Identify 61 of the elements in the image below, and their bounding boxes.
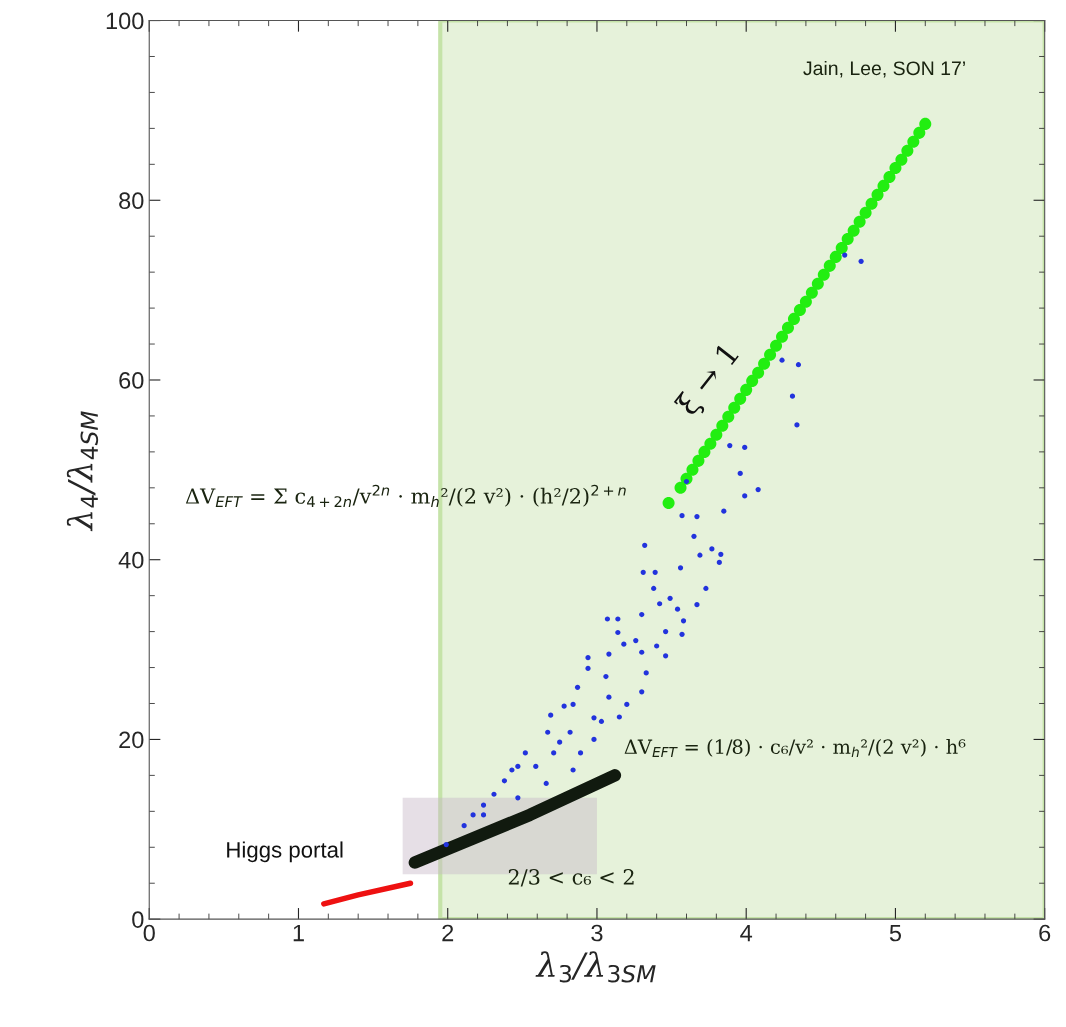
point xyxy=(805,286,818,299)
point xyxy=(704,437,717,450)
point xyxy=(787,312,800,325)
point xyxy=(722,410,735,423)
point xyxy=(764,348,777,361)
point xyxy=(710,428,723,441)
point xyxy=(859,206,872,219)
y-axis-title: λ$_{4}$/λ$_{4SM}$ xyxy=(66,411,99,532)
annotation: Jain, Lee, SON 17’ xyxy=(803,60,965,78)
point xyxy=(734,392,747,405)
x-tick-label: 1 xyxy=(293,924,304,942)
y-tick-label: 0 xyxy=(132,911,144,928)
x-tick-label: 5 xyxy=(889,924,902,942)
point xyxy=(901,144,914,157)
point xyxy=(752,366,765,379)
point xyxy=(853,215,866,228)
annotation: 2/3 < c₆ < 2 xyxy=(508,869,634,887)
point xyxy=(889,161,902,174)
point xyxy=(799,295,812,308)
point xyxy=(746,374,759,387)
point xyxy=(692,454,705,467)
point xyxy=(793,303,806,316)
point xyxy=(913,126,926,139)
point xyxy=(895,153,908,166)
x-axis-title: λ$_{3}$/λ$_{3SM}$ xyxy=(535,951,656,983)
point xyxy=(823,259,836,272)
annotation: ΔV$_{EFT}$ = (1/8) · c₆/v² · m$_{h}$²/(2 v²) · h⁶ xyxy=(624,739,966,757)
y-tick-label: 80 xyxy=(119,192,144,210)
point xyxy=(662,497,675,510)
point xyxy=(770,339,783,352)
point xyxy=(817,268,830,281)
point xyxy=(877,179,890,192)
point xyxy=(847,224,860,237)
x-tick-label: 6 xyxy=(1039,924,1051,942)
point xyxy=(716,419,729,432)
point xyxy=(728,401,741,414)
x-tick-label: 2 xyxy=(442,924,454,942)
point xyxy=(907,135,920,148)
point xyxy=(829,250,842,263)
text: ξ → 1 xyxy=(673,342,744,421)
point xyxy=(835,241,848,254)
y-tick-label: 40 xyxy=(118,551,144,569)
point xyxy=(865,197,878,210)
x-tick-label: 0 xyxy=(143,924,155,942)
point xyxy=(811,277,824,290)
y-tick-label: 60 xyxy=(119,372,144,389)
x-tick-label: 3 xyxy=(591,924,603,942)
point xyxy=(674,481,687,494)
text: ΔV$_{EFT}$ = Σ c$_{4+2n}$/v$^{2n}$ · m$_{h}$²/(2 v²) · (h²/2)$^{2+n}$ xyxy=(185,484,626,507)
y-tick-label: 100 xyxy=(106,12,144,30)
point xyxy=(740,383,753,396)
point xyxy=(781,321,794,334)
point xyxy=(883,170,896,183)
point xyxy=(919,117,932,130)
point xyxy=(686,463,699,476)
point xyxy=(776,330,789,343)
x-tick-label: 4 xyxy=(740,924,753,942)
point xyxy=(758,357,771,370)
y-tick-label: 20 xyxy=(119,731,144,749)
point xyxy=(871,188,884,201)
series-label: Higgs portal xyxy=(227,841,343,863)
